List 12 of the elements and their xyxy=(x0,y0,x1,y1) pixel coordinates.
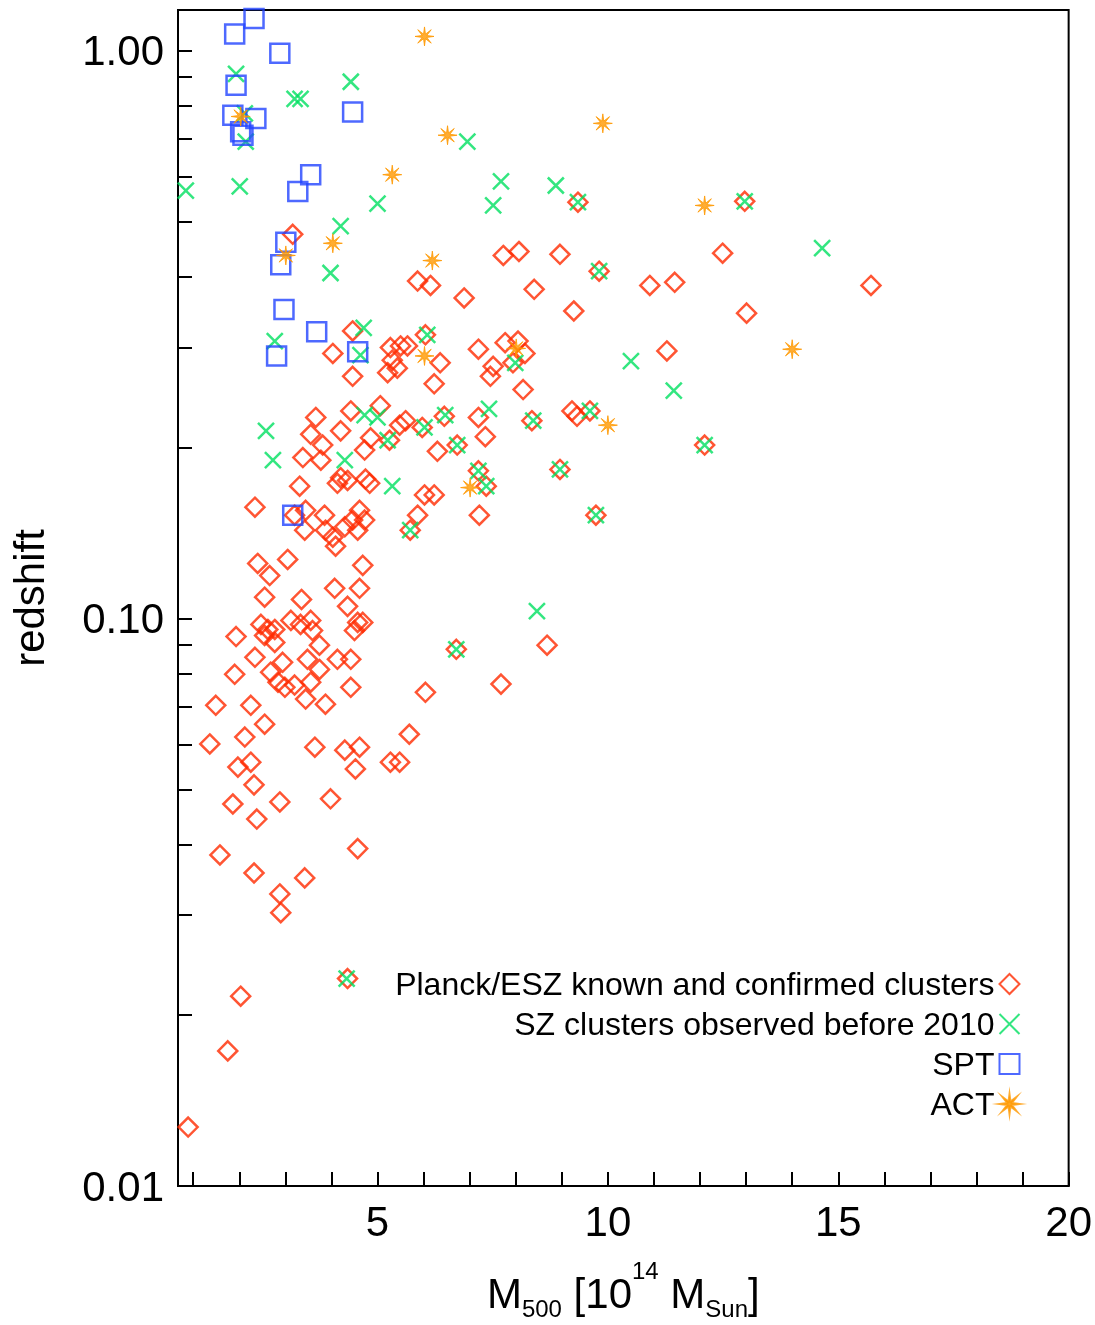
y-tick-label: 1.00 xyxy=(82,27,164,75)
legend-label: ACT xyxy=(930,1086,995,1122)
y-tick-label: 0.10 xyxy=(82,594,164,642)
legend-label: SPT xyxy=(932,1046,995,1082)
legend-label: Planck/ESZ known and confirmed clusters xyxy=(395,966,995,1002)
x-tick-label: 15 xyxy=(814,1197,862,1245)
x-tick-label: 5 xyxy=(365,1197,390,1245)
x-tick-label: 20 xyxy=(1045,1197,1092,1245)
legend-label: SZ clusters observed before 2010 xyxy=(514,1006,995,1042)
x-tick-label: 10 xyxy=(584,1197,632,1245)
y-axis-title: redshift xyxy=(5,528,53,667)
y-tick-label: 0.01 xyxy=(82,1162,164,1210)
